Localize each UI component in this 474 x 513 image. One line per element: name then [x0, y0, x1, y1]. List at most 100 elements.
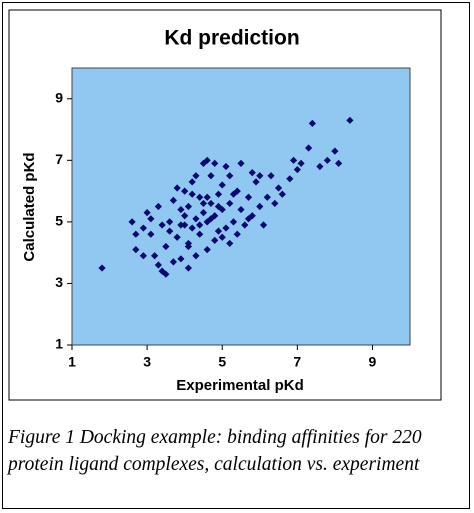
point — [196, 193, 204, 201]
caption: Figure 1 Docking example: binding affini… — [8, 427, 422, 475]
point — [181, 212, 189, 220]
point — [229, 218, 238, 226]
point — [199, 199, 208, 208]
point — [207, 172, 215, 180]
point — [177, 221, 185, 229]
y-tick-label: 5 — [55, 213, 63, 229]
point — [158, 221, 166, 229]
y-tick-label: 3 — [55, 274, 63, 290]
point — [244, 215, 253, 223]
point — [297, 159, 305, 168]
point — [226, 239, 234, 248]
point — [158, 267, 166, 275]
chart: Kd prediction Experimental pKd Calculate… — [8, 9, 442, 401]
point — [203, 245, 211, 254]
point — [244, 193, 253, 201]
point — [248, 169, 256, 177]
point — [308, 119, 316, 127]
x-tick-label: 1 — [68, 354, 76, 370]
point — [139, 224, 147, 232]
point — [274, 184, 283, 192]
point — [196, 221, 204, 229]
point — [169, 258, 177, 266]
point — [98, 264, 106, 272]
point — [218, 233, 226, 241]
y-tick-label: 7 — [55, 151, 63, 167]
point — [214, 190, 223, 198]
point — [173, 184, 181, 192]
y-axis-label: Calculated pKd — [21, 152, 38, 261]
chart-title: Kd prediction — [164, 27, 299, 50]
point — [192, 172, 200, 180]
figure-frame — [2, 2, 470, 509]
point — [166, 218, 174, 226]
point — [166, 227, 174, 235]
point — [256, 172, 264, 180]
point — [271, 199, 279, 208]
point — [293, 165, 301, 174]
point — [226, 172, 234, 180]
x-tick-label: 3 — [143, 354, 151, 370]
point — [222, 224, 230, 232]
point — [346, 116, 354, 124]
point — [132, 230, 140, 238]
y-tick-label: 9 — [55, 89, 63, 105]
point — [184, 202, 193, 211]
point — [237, 159, 245, 168]
point — [151, 252, 159, 260]
point — [139, 252, 147, 260]
point — [132, 245, 140, 254]
point — [305, 144, 313, 152]
point — [289, 156, 298, 164]
point — [323, 156, 331, 164]
point — [162, 270, 170, 278]
point — [188, 190, 196, 198]
point — [184, 264, 193, 272]
point — [222, 162, 230, 171]
point — [192, 215, 200, 223]
point — [173, 233, 181, 241]
point — [316, 162, 324, 171]
point — [226, 199, 234, 208]
point — [154, 261, 162, 269]
point — [199, 209, 208, 217]
x-axis-label: Experimental pKd — [176, 377, 304, 394]
y-tick-label: 1 — [55, 336, 63, 352]
point — [218, 181, 226, 189]
point — [207, 215, 215, 223]
point — [214, 202, 223, 211]
x-tick-label: 9 — [369, 354, 377, 370]
point — [263, 193, 271, 201]
point — [229, 190, 238, 198]
point — [188, 178, 196, 186]
point — [184, 242, 193, 251]
point — [214, 227, 223, 235]
point — [162, 242, 170, 251]
point — [143, 209, 151, 217]
point — [188, 224, 196, 232]
point — [252, 178, 260, 186]
point — [203, 156, 211, 164]
point — [128, 218, 136, 226]
point — [196, 230, 204, 238]
point — [211, 159, 219, 168]
point — [177, 205, 185, 214]
point — [147, 215, 155, 223]
point — [192, 252, 200, 260]
point — [267, 172, 275, 180]
x-tick-label: 5 — [218, 354, 226, 370]
x-tick-label: 7 — [293, 354, 301, 370]
point — [259, 221, 268, 229]
point — [177, 255, 185, 263]
point — [286, 175, 294, 183]
point — [241, 221, 249, 229]
point — [207, 199, 215, 208]
point — [147, 230, 155, 238]
point — [256, 202, 264, 211]
point — [181, 221, 189, 229]
point — [211, 236, 219, 244]
point — [203, 193, 211, 201]
point — [331, 147, 339, 155]
point — [278, 190, 286, 198]
